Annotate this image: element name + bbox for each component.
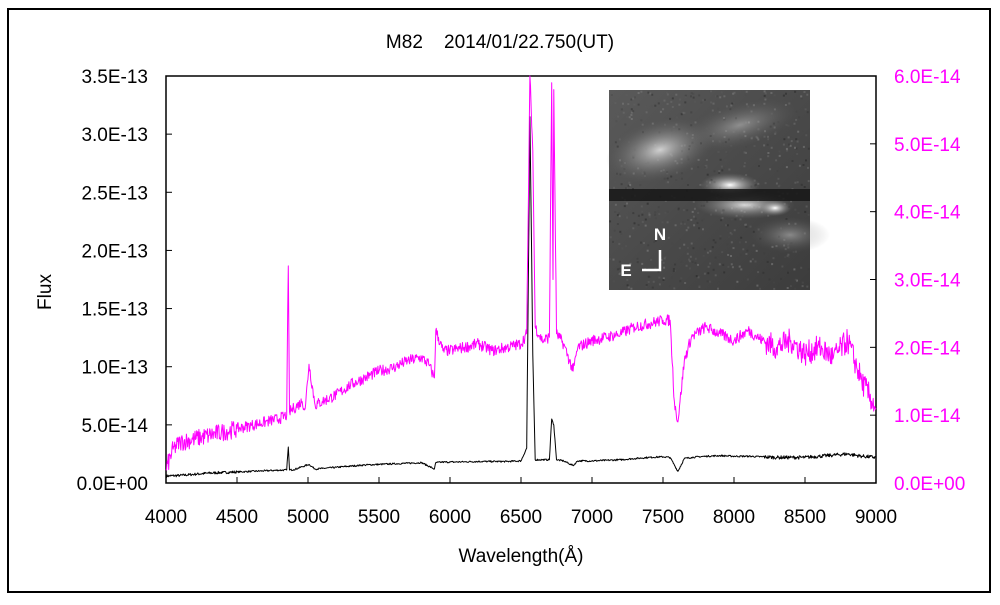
y-left-tick-label: 3.0E-13 <box>81 125 148 146</box>
spectrum-line-black <box>165 116 877 478</box>
x-tick-label: 8000 <box>713 507 755 528</box>
spectrum-line-magenta <box>165 75 877 471</box>
x-tick-label: 7000 <box>571 507 613 528</box>
x-tick-label: 4000 <box>145 507 187 528</box>
series-group <box>165 75 877 478</box>
y-axis-label: Flux <box>35 274 56 310</box>
y-left-tick-label: 2.5E-13 <box>81 183 148 204</box>
east-label: E <box>620 261 631 280</box>
y-right-tick-label: 1.0E-14 <box>894 406 961 427</box>
compass-arrows <box>642 250 662 272</box>
galaxy-inset-image: N E <box>606 90 830 290</box>
x-tick-label: 9000 <box>855 507 897 528</box>
y-left-tick-label: 1.5E-13 <box>81 300 148 321</box>
y-right-tick-label: 5.0E-14 <box>894 135 961 156</box>
x-tick-label: 7500 <box>642 507 684 528</box>
outer-border <box>7 8 991 593</box>
y-axis-right: 0.0E+00 1.0E-14 2.0E-14 3.0E-14 4.0E-14 5.0E-… <box>870 67 965 495</box>
x-axis-label: Wavelength(Å) <box>459 546 584 567</box>
x-tick-label: 4500 <box>216 507 258 528</box>
y-right-tick-label: 4.0E-14 <box>894 203 961 224</box>
y-left-tick-label: 5.0E-14 <box>81 416 148 437</box>
slit-band <box>609 189 810 201</box>
x-tick-label: 5500 <box>358 507 400 528</box>
x-tick-label: 6000 <box>429 507 471 528</box>
y-left-tick-label: 0.0E+00 <box>77 474 148 495</box>
y-axis-left: 0.0E+00 5.0E-14 1.0E-13 1.5E-13 2.0E-13 2.5E-… <box>77 67 172 495</box>
y-right-tick-label: 6.0E-14 <box>894 67 961 88</box>
x-axis: 4000 4500 5000 5500 6000 6500 7000 7500 8000 8500… <box>145 477 897 528</box>
y-right-tick-label: 3.0E-14 <box>894 271 961 292</box>
y-left-tick-label: 1.0E-13 <box>81 358 148 379</box>
chart-title: M82 2014/01/22.750(UT) <box>386 32 614 53</box>
y-right-tick-label: 0.0E+00 <box>894 474 965 495</box>
x-tick-label: 8500 <box>784 507 826 528</box>
y-right-tick-label: 2.0E-14 <box>894 338 961 359</box>
y-left-tick-label: 2.0E-13 <box>81 241 148 262</box>
x-tick-label: 6500 <box>500 507 542 528</box>
x-tick-label: 5000 <box>287 507 329 528</box>
y-left-tick-label: 3.5E-13 <box>81 67 148 88</box>
north-label: N <box>654 225 666 244</box>
